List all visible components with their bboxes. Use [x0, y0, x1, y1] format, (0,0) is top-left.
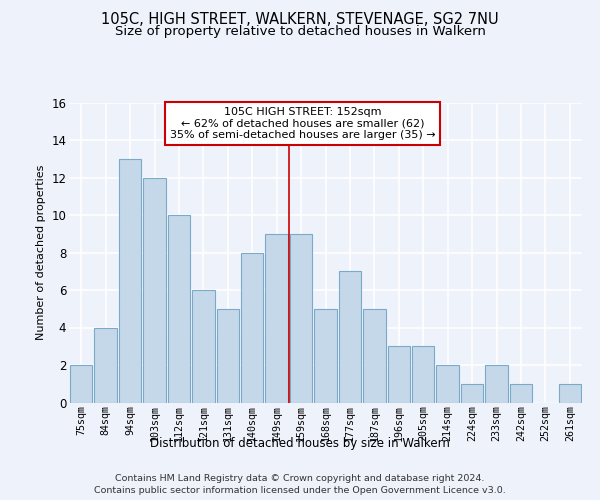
Bar	[461, 384, 484, 402]
Bar	[290, 234, 313, 402]
Text: Contains public sector information licensed under the Open Government Licence v3: Contains public sector information licen…	[94, 486, 506, 495]
Bar	[167, 215, 190, 402]
Bar	[119, 159, 142, 402]
Y-axis label: Number of detached properties: Number of detached properties	[35, 165, 46, 340]
Text: Contains HM Land Registry data © Crown copyright and database right 2024.: Contains HM Land Registry data © Crown c…	[115, 474, 485, 483]
Bar	[143, 178, 166, 402]
Bar	[363, 308, 386, 402]
Bar	[265, 234, 288, 402]
Bar	[436, 365, 459, 403]
Bar	[70, 365, 92, 403]
Text: Size of property relative to detached houses in Walkern: Size of property relative to detached ho…	[115, 25, 485, 38]
Bar	[485, 365, 508, 403]
Text: 105C, HIGH STREET, WALKERN, STEVENAGE, SG2 7NU: 105C, HIGH STREET, WALKERN, STEVENAGE, S…	[101, 12, 499, 28]
Text: Distribution of detached houses by size in Walkern: Distribution of detached houses by size …	[150, 438, 450, 450]
Text: 105C HIGH STREET: 152sqm
← 62% of detached houses are smaller (62)
35% of semi-d: 105C HIGH STREET: 152sqm ← 62% of detach…	[170, 107, 435, 140]
Bar	[241, 252, 263, 402]
Bar	[94, 328, 117, 402]
Bar	[509, 384, 532, 402]
Bar	[559, 384, 581, 402]
Bar	[412, 346, 434, 403]
Bar	[338, 271, 361, 402]
Bar	[314, 308, 337, 402]
Bar	[217, 308, 239, 402]
Bar	[388, 346, 410, 403]
Bar	[192, 290, 215, 403]
